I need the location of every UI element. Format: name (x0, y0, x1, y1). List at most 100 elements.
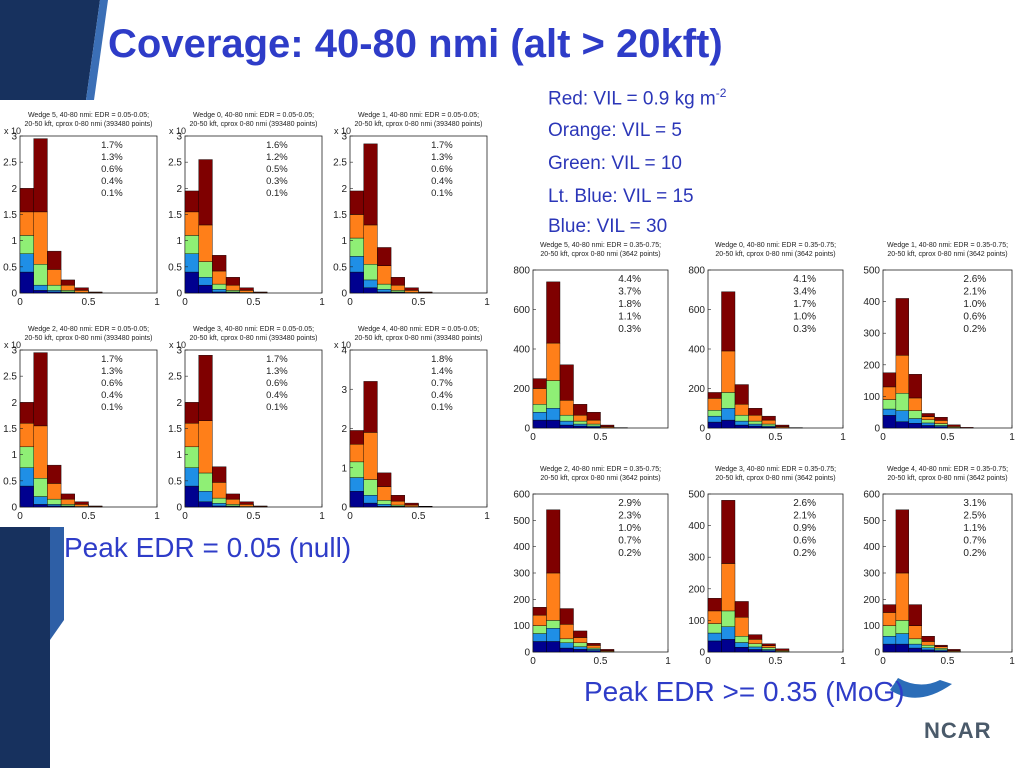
y-tick-label: 3 (11, 132, 17, 143)
bar-dark-red (721, 500, 736, 564)
histogram-panel-wedge5-mog: Wedge 5, 40-80 nmi: EDR = 0.35-0.75; 20-5… (505, 238, 680, 450)
bar-dark-red (19, 402, 34, 424)
percentage-label: 3.1% (963, 498, 986, 509)
bar-light-blue (559, 642, 574, 649)
bar-dark-red (895, 509, 910, 574)
bar-orange (60, 284, 75, 291)
y-tick-label: 400 (863, 297, 880, 308)
bar-dark-red (882, 604, 897, 613)
percentage-label: 1.1% (963, 523, 986, 534)
percentage-label: 0.7% (618, 536, 641, 547)
percentage-label: 0.3% (266, 176, 288, 187)
y-tick-label: 600 (863, 490, 880, 501)
chart-title: Wedge 2, 40-80 nmi: EDR = 0.35-0.75; (540, 466, 661, 473)
y-tick-label: 1 (11, 236, 17, 247)
percentage-label: 4.4% (618, 274, 641, 285)
bar-orange (60, 498, 75, 505)
histogram-panel-wedge4-null: Wedge 4, 40-80 nmi: EDR = 0.05-0.05; 20-5… (330, 322, 495, 527)
bar-light-blue (707, 632, 722, 642)
bar-green (721, 392, 736, 409)
percentage-label: 1.7% (793, 299, 816, 310)
x-tick-label: 0.5 (247, 511, 261, 522)
bar-green (707, 623, 722, 634)
x-tick-label: 1 (484, 511, 490, 522)
bar-dark-red (761, 643, 776, 646)
bar-green (546, 380, 561, 409)
bar-dark-red (239, 287, 254, 291)
bar-dark-red (33, 138, 48, 213)
x-tick-label: 0.5 (769, 656, 783, 667)
x-tick-label: 1 (154, 511, 160, 522)
bar-dark-red (47, 464, 62, 484)
bar-dark-red (921, 413, 935, 417)
y-tick-label: 2 (176, 398, 182, 409)
bar-dark-red (546, 281, 561, 344)
percentage-label: 0.7% (963, 536, 986, 547)
bar-blue (707, 640, 722, 653)
bar-dark-red (363, 143, 378, 226)
percentage-label: 2.1% (793, 511, 816, 522)
bar-orange (532, 614, 547, 626)
bar-orange (184, 211, 199, 236)
bar-blue (546, 641, 561, 653)
bar-green (19, 446, 34, 468)
bar-orange (377, 486, 392, 501)
x-tick-label: 0.5 (412, 511, 426, 522)
percentage-label: 1.6% (266, 140, 288, 151)
percentage-label: 2.3% (618, 511, 641, 522)
y-tick-label: 0 (341, 503, 347, 514)
y-tick-label: 100 (688, 616, 705, 627)
bar-light-blue (47, 290, 62, 293)
x-tick-label: 0.5 (594, 432, 608, 443)
bar-dark-red (960, 427, 974, 429)
bar-orange (74, 290, 89, 293)
bar-dark-red (600, 424, 615, 427)
y-tick-label: 2 (176, 184, 182, 195)
chart-subtitle: 20-50 kft, cprox 0-80 nmi (393480 points… (354, 121, 482, 128)
legend-light-blue: Lt. Blue: VIL = 15 (548, 186, 694, 207)
y-tick-label: 3 (11, 346, 17, 357)
bar-light-blue (559, 420, 574, 426)
bar-light-blue (748, 423, 763, 427)
percentage-label: 0.4% (431, 176, 453, 187)
bar-orange (532, 388, 547, 405)
y-tick-label: 200 (863, 360, 880, 371)
percentage-label: 1.8% (431, 354, 453, 365)
bar-green (532, 625, 547, 634)
y-tick-label: 1.5 (168, 210, 182, 221)
bar-dark-red (559, 364, 574, 401)
percentage-label: 0.6% (101, 378, 123, 389)
percentage-label: 0.6% (431, 164, 453, 175)
y-multiplier-label: x 10 (169, 340, 186, 350)
bar-light-blue (363, 495, 378, 504)
percentage-label: 0.1% (101, 188, 123, 199)
y-tick-label: 1.5 (3, 424, 17, 435)
percentage-label: 1.0% (793, 312, 816, 323)
y-tick-label: 400 (688, 521, 705, 532)
bar-blue (921, 649, 935, 653)
y-tick-label: 500 (863, 516, 880, 527)
percentage-label: 0.6% (793, 536, 816, 547)
bar-dark-red (895, 298, 910, 356)
percentage-label: 0.4% (431, 390, 453, 401)
y-tick-label: 1.5 (333, 210, 347, 221)
bar-light-blue (908, 643, 922, 649)
y-tick-label: 2.5 (168, 158, 182, 169)
bar-green (908, 410, 922, 419)
bar-orange (573, 414, 588, 422)
chart-subtitle: 20-50 kft, cprox 0-80 nmi (393480 points… (189, 121, 317, 128)
chart-title: Wedge 0, 40-80 nmi: EDR = 0.05-0.05; (193, 112, 314, 119)
bar-dark-red (532, 378, 547, 389)
y-tick-label: 300 (513, 569, 530, 580)
bar-green (212, 497, 227, 504)
bar-blue (721, 639, 736, 653)
top-left-navy-shape (0, 0, 100, 100)
bar-orange (546, 342, 561, 381)
bar-light-blue (573, 423, 588, 427)
bar-dark-red (707, 598, 722, 612)
bar-green (908, 638, 922, 645)
x-tick-label: 0 (182, 511, 188, 522)
percentage-label: 0.6% (266, 378, 288, 389)
y-tick-label: 0 (176, 503, 182, 514)
bar-green (184, 446, 199, 468)
